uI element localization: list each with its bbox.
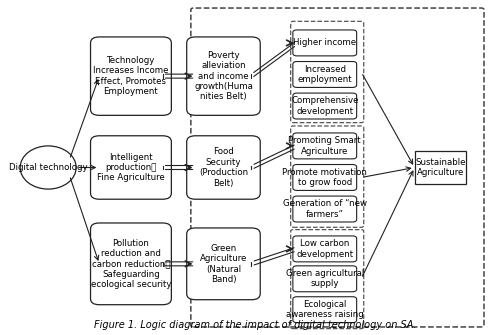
FancyBboxPatch shape [293, 196, 356, 222]
Text: Higher income: Higher income [293, 39, 356, 48]
Text: Figure 1. Logic diagram of the impact of digital technology on SA.: Figure 1. Logic diagram of the impact of… [94, 320, 416, 330]
Text: Increased
employment: Increased employment [298, 65, 352, 84]
FancyBboxPatch shape [293, 62, 356, 87]
Text: Sustainable
Agriculture: Sustainable Agriculture [415, 158, 466, 177]
FancyBboxPatch shape [186, 37, 260, 115]
FancyBboxPatch shape [90, 223, 172, 305]
FancyBboxPatch shape [90, 37, 172, 115]
Text: Green
Agriculture
(Natural
Band): Green Agriculture (Natural Band) [200, 244, 247, 284]
Text: Digital technology: Digital technology [9, 163, 88, 172]
FancyBboxPatch shape [293, 133, 356, 159]
Text: Comprehensive
development: Comprehensive development [291, 96, 358, 116]
Text: Food
Security
(Production
Belt): Food Security (Production Belt) [199, 147, 248, 188]
Text: Poverty
alleviation
and income
growth(Huma
nities Belt): Poverty alleviation and income growth(Hu… [194, 51, 253, 102]
Text: Intelligent
production，
Fine Agriculture: Intelligent production， Fine Agriculture [97, 153, 165, 182]
FancyBboxPatch shape [293, 297, 356, 323]
FancyBboxPatch shape [293, 266, 356, 292]
Text: Promote motivation
to grow food: Promote motivation to grow food [282, 168, 367, 187]
Text: Promoting Smart
Agriculture: Promoting Smart Agriculture [288, 136, 361, 155]
FancyBboxPatch shape [293, 93, 356, 119]
FancyBboxPatch shape [293, 236, 356, 262]
FancyBboxPatch shape [186, 228, 260, 300]
FancyBboxPatch shape [90, 136, 172, 199]
FancyBboxPatch shape [293, 164, 356, 190]
FancyBboxPatch shape [186, 136, 260, 199]
Text: Generation of “new
farmers”: Generation of “new farmers” [283, 199, 367, 219]
Text: Technology
Increases Income
Effect, Promotes
Employment: Technology Increases Income Effect, Prom… [93, 56, 168, 96]
Ellipse shape [20, 146, 76, 189]
Text: Low carbon
development: Low carbon development [296, 239, 354, 259]
FancyBboxPatch shape [293, 30, 356, 56]
Text: Green agricultural
supply: Green agricultural supply [286, 269, 364, 288]
Text: Ecological
awareness raising: Ecological awareness raising [286, 300, 364, 319]
Bar [414, 151, 466, 184]
Text: Pollution
reduction and
carbon reduction，
Safeguarding
ecological security: Pollution reduction and carbon reduction… [90, 239, 171, 289]
